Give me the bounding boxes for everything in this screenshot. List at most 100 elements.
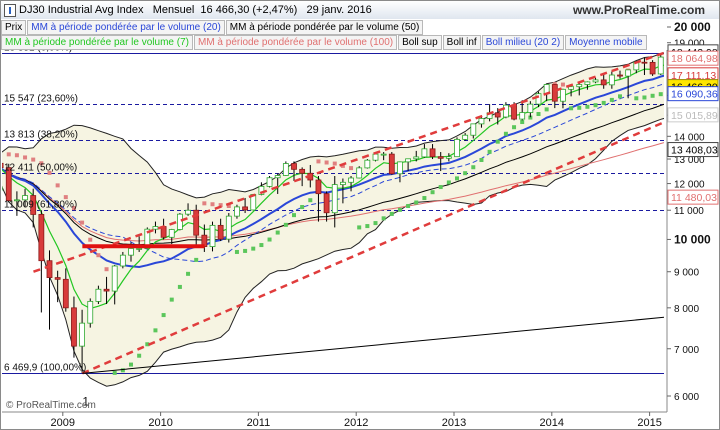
fib-label-4: 11 009 (61,80%) [4, 200, 77, 211]
candle-38 [274, 173, 281, 194]
price-box-label-6: 13 408,03 [671, 145, 718, 157]
sar-dot [618, 94, 622, 99]
x-tick-label-1: 2010 [148, 417, 172, 429]
candle-47 [348, 175, 354, 192]
bollinger-fill [2, 52, 664, 387]
candle-40 [291, 161, 297, 182]
sar-dot [601, 100, 606, 105]
sar-dot [340, 163, 345, 168]
y-tick-label-0: 20 000 [674, 20, 711, 34]
y-tick-label-14: 6 000 [674, 392, 699, 403]
trend-line-0 [33, 51, 664, 273]
sar-dot [80, 220, 85, 225]
legend-item-b-0[interactable]: MM à période pondérée par le volume (7) [1, 35, 193, 50]
candle-43 [315, 175, 322, 222]
candle-6 [13, 191, 20, 216]
candle-46 [339, 178, 346, 204]
sar-dot [463, 171, 468, 176]
price-box-6: 13 408,03 [667, 142, 719, 158]
sar-dot [544, 107, 549, 112]
candle-65 [494, 108, 501, 125]
candle-70 [535, 91, 542, 108]
sar-dot [267, 237, 272, 242]
candle-63 [478, 117, 485, 128]
candle-75 [576, 83, 583, 96]
sar-dot [642, 95, 647, 100]
price-box-label-5: 15 015,89 [671, 110, 718, 122]
y-tick-label-12: 8 000 [674, 304, 699, 315]
sar-dot [658, 92, 663, 97]
candle-57 [429, 144, 436, 160]
legend-item-b-3[interactable]: Boll inf [442, 35, 481, 50]
annotations: 1 [82, 394, 89, 408]
candle-5 [5, 163, 12, 203]
chart-title: DJ30 Industrial Avg Index Mensuel 16 466… [19, 4, 372, 16]
fib-label-1: 15 547 (23,60%) [4, 94, 78, 105]
x-tick-label-3: 2012 [344, 417, 368, 429]
legend-item-2[interactable]: MM à période pondérée par le volume (50) [225, 20, 424, 35]
ma50-line [2, 103, 664, 246]
sar-dot [324, 160, 329, 165]
candle-26 [176, 213, 183, 231]
candle-78 [600, 74, 607, 89]
candle-69 [527, 101, 534, 118]
sar-dot [55, 183, 60, 188]
sar-dot [218, 203, 223, 208]
y-tick-label-11: 9 000 [674, 268, 699, 279]
legend-item-0[interactable]: Prix [1, 20, 27, 35]
sar-dot [71, 206, 76, 211]
legend-item-1[interactable]: MM à période pondérée par le volume (20) [27, 20, 225, 35]
candle-37 [266, 175, 273, 188]
candle-15 [87, 298, 94, 328]
candle-62 [470, 123, 477, 139]
brand-link[interactable]: www.ProRealTime.com [572, 3, 705, 17]
sar-dot [226, 203, 231, 208]
sar-dot [406, 204, 411, 209]
x-tick-label-5: 2014 [540, 417, 564, 429]
sar-dot [471, 165, 476, 170]
candle-83 [641, 57, 648, 76]
sar-dot [161, 313, 166, 318]
candle-33 [234, 204, 240, 219]
price-box-label-4: 16 090,36 [671, 89, 718, 101]
candle-14 [79, 309, 85, 373]
sar-dot [129, 362, 133, 367]
candle-32 [225, 213, 232, 243]
sar-dot [251, 246, 256, 251]
sar-dot [145, 342, 150, 347]
chart-window-icon[interactable] [4, 4, 16, 17]
x-tick-label-4: 2013 [442, 417, 466, 429]
candle-66 [502, 102, 509, 119]
sar-dot [23, 155, 28, 160]
sar-dot [495, 139, 500, 144]
legend-item-b-5[interactable]: Moyenne mobile [565, 35, 647, 50]
sar-dot [512, 125, 517, 130]
trend-lines [33, 51, 664, 375]
sar-dot [88, 237, 93, 242]
legend-item-b-4[interactable]: Boll milieu (20 2) [481, 35, 565, 50]
candle-52 [388, 152, 395, 175]
candle-18 [111, 264, 118, 305]
sar-dot [349, 166, 354, 171]
sar-dot [446, 180, 451, 185]
sar-dot [520, 120, 525, 125]
candle-72 [551, 84, 558, 109]
sar-dot [438, 185, 443, 190]
price-box-4: 16 090,36 [667, 86, 719, 102]
sar-dot [137, 353, 142, 358]
price-box-label-7: 11 480,03 [671, 192, 717, 204]
legend-item-b-2[interactable]: Boll sup [398, 35, 442, 50]
sar-dot [609, 97, 614, 102]
sar-dot [177, 284, 182, 289]
candle-51 [380, 152, 387, 161]
sar-dot [414, 200, 419, 205]
sar-dot [455, 176, 459, 181]
candle-80 [617, 70, 623, 79]
legend-item-b-1[interactable]: MM à période pondérée par le volume (100… [193, 35, 398, 50]
sar-dot [210, 202, 215, 207]
sar-dot [585, 104, 590, 109]
sar-dot [650, 93, 655, 98]
sar-dot [186, 271, 191, 276]
candle-76 [584, 81, 591, 90]
